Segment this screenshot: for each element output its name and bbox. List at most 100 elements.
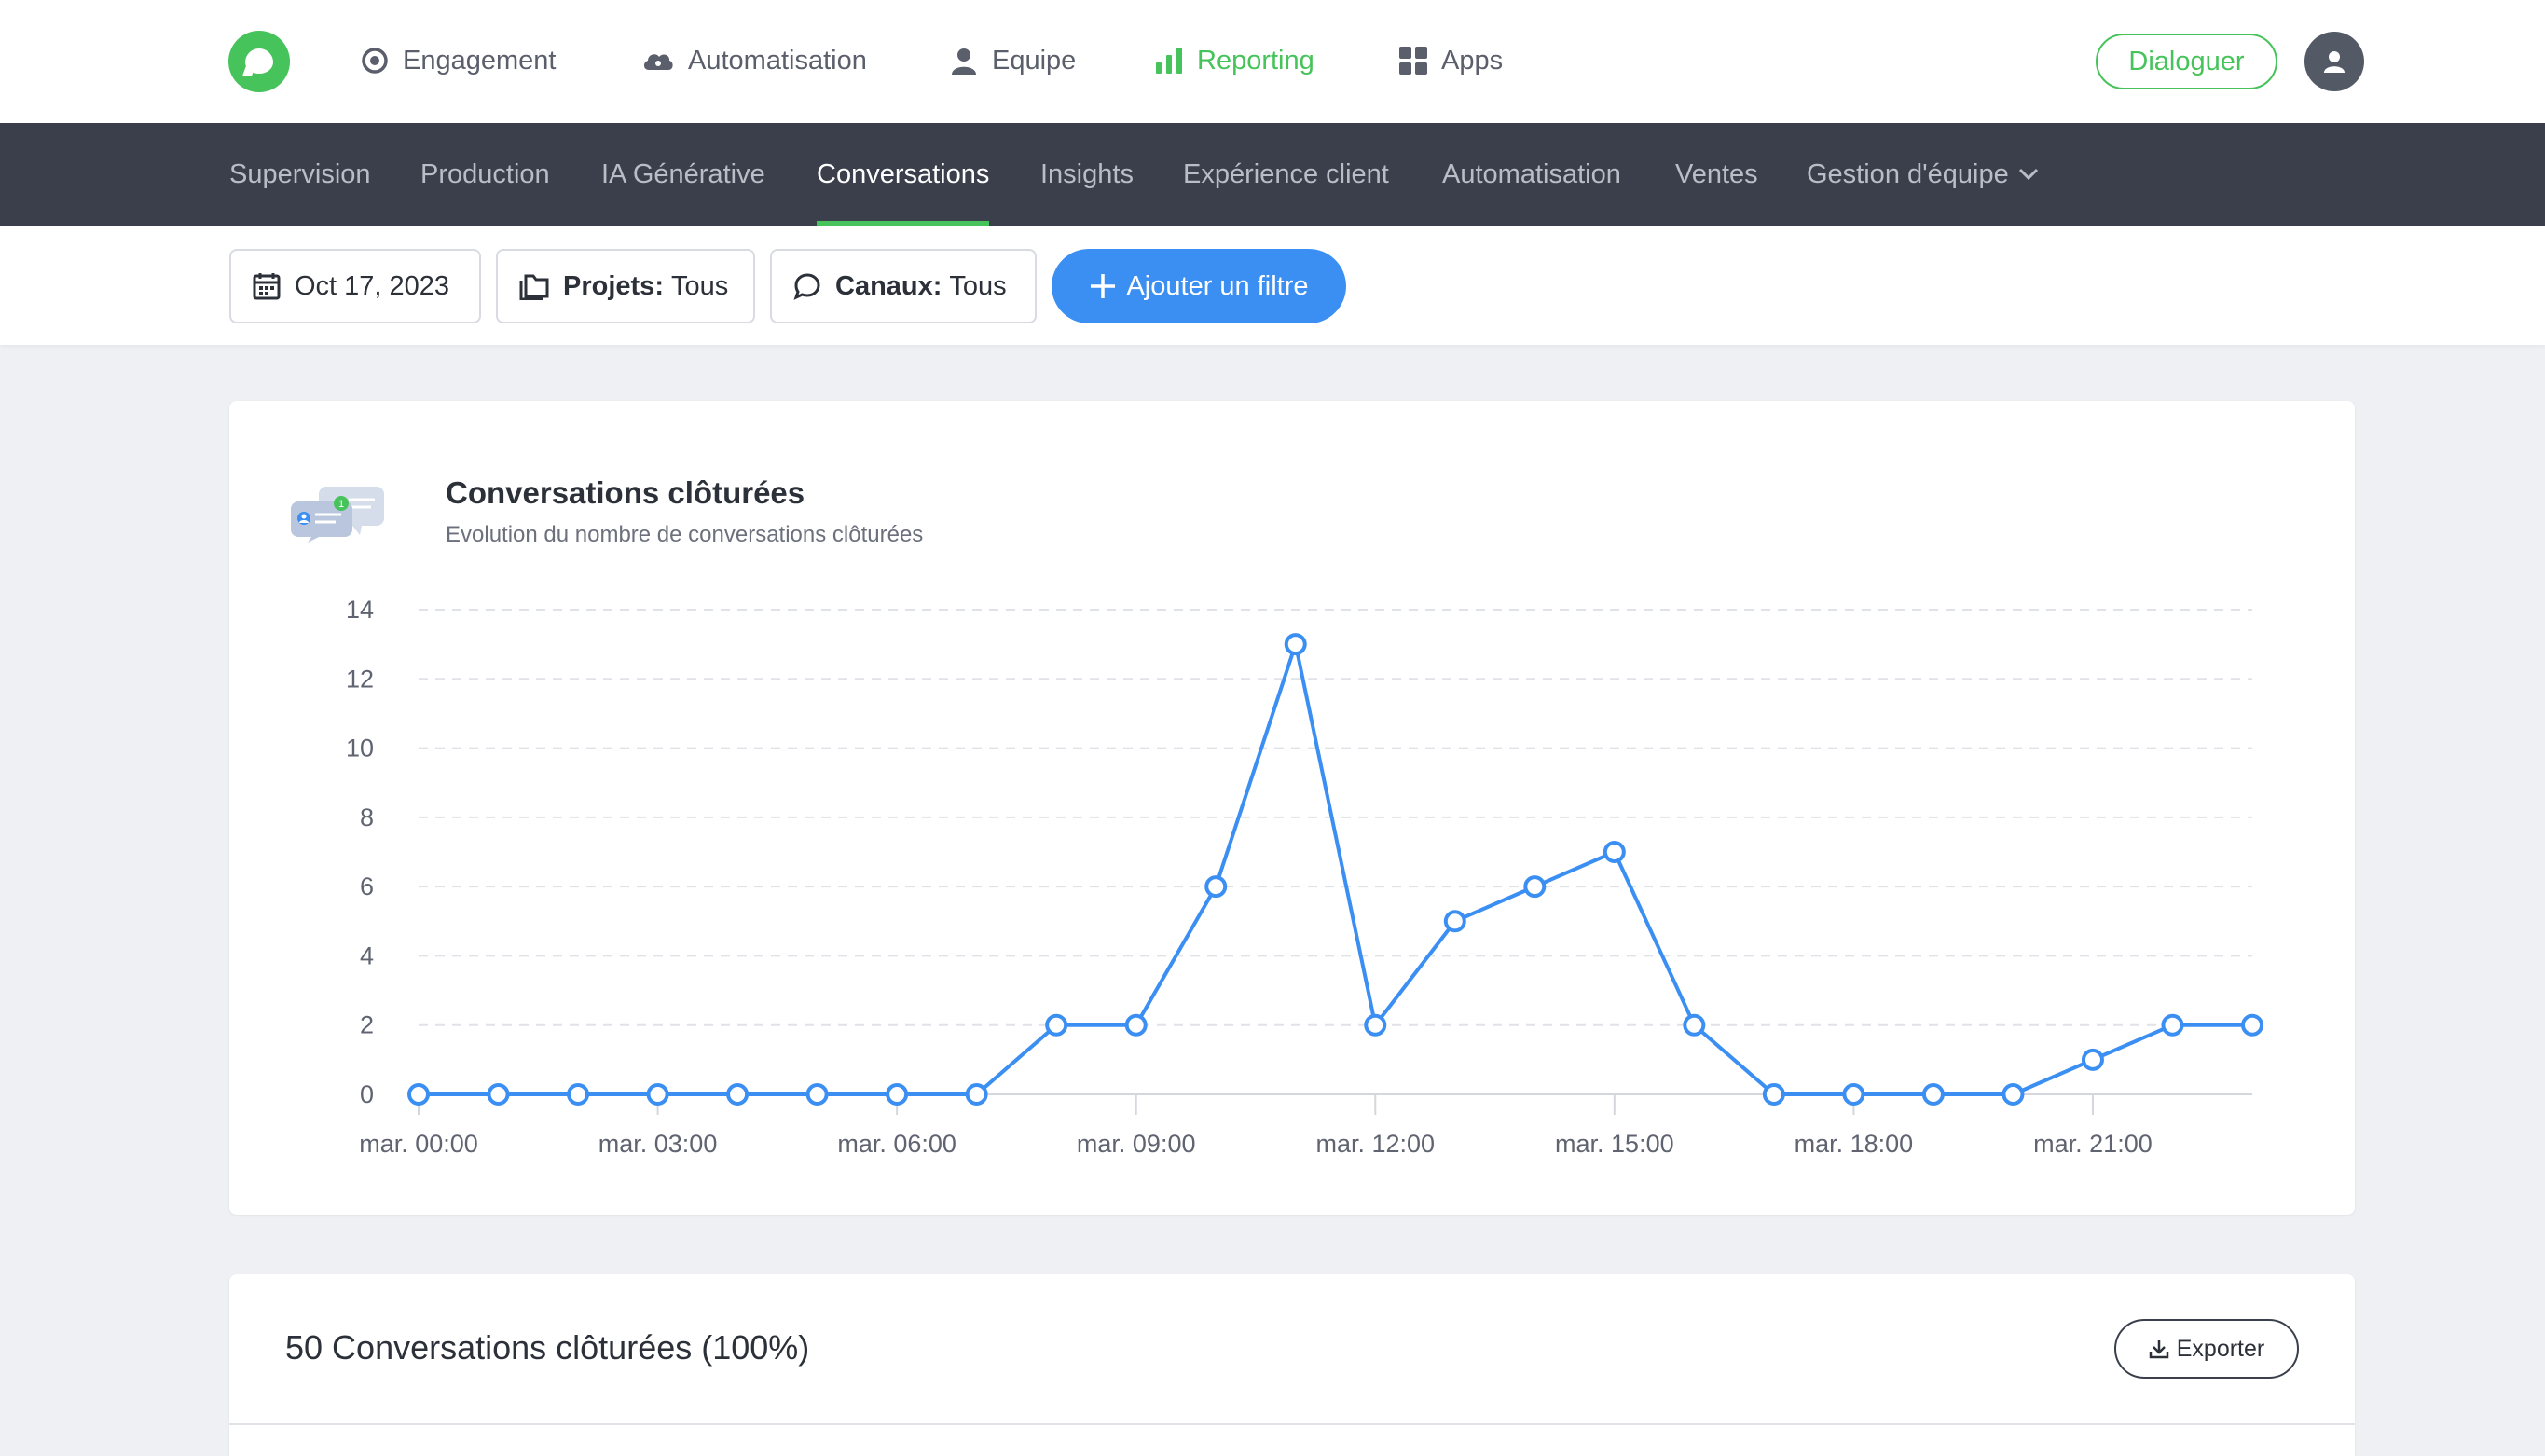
data-point: [726, 1083, 750, 1106]
subnav-gestion-equipe[interactable]: Gestion d'équipe: [1807, 123, 2039, 226]
grid-icon: [1398, 46, 1428, 76]
plus-icon: [1089, 272, 1117, 300]
chart-title: Conversations clôturées: [446, 475, 805, 510]
y-tick-label: 2: [360, 1011, 374, 1039]
reporting-sub-navigation: Supervision Production IA Générative Con…: [0, 123, 2545, 226]
data-point: [1762, 1083, 1785, 1106]
x-tick-label: mar. 12:00: [1315, 1130, 1435, 1158]
calendar-icon: [252, 271, 282, 301]
closed-conversations-table-card: 50 Conversations clôturées (100%) Export…: [229, 1274, 2355, 1456]
add-filter-label: Ajouter un filtre: [1126, 270, 1309, 301]
y-tick-label: 10: [346, 735, 374, 762]
data-point: [1364, 1013, 1387, 1037]
subnav-insights[interactable]: Insights: [1040, 123, 1134, 226]
chevron-down-icon: [2018, 168, 2039, 181]
subnav-supervision[interactable]: Supervision: [229, 123, 371, 226]
closed-conversations-chart-card: 1 Conversations clôturées Evolution du n…: [229, 401, 2355, 1215]
user-icon: [2320, 48, 2348, 76]
y-tick-label: 0: [360, 1080, 374, 1108]
data-point: [1523, 875, 1547, 899]
topnav-label: Reporting: [1197, 45, 1314, 76]
target-icon: [360, 46, 390, 76]
filter-bar: Oct 17, 2023 Projets: Tous Canaux: Tous …: [0, 226, 2545, 345]
data-point: [805, 1083, 829, 1106]
subnav-label: Ventes: [1675, 158, 1758, 189]
chart-subtitle: Evolution du nombre de conversations clô…: [446, 522, 924, 547]
data-point: [1842, 1083, 1865, 1106]
date-filter-value: Oct 17, 2023: [295, 270, 450, 301]
x-tick-label: mar. 06:00: [837, 1130, 956, 1158]
subnav-automatisation[interactable]: Automatisation: [1442, 123, 1621, 226]
subnav-conversations[interactable]: Conversations: [817, 123, 990, 226]
download-icon: [2149, 1339, 2169, 1359]
x-tick-label: mar. 00:00: [359, 1130, 478, 1158]
topnav-label: Engagement: [403, 45, 557, 76]
projects-filter-value: Tous: [670, 270, 729, 301]
top-navigation-bar: Engagement Automatisation Equipe Reporti…: [0, 0, 2545, 123]
data-point: [487, 1083, 510, 1106]
person-icon: [949, 46, 979, 76]
conversations-illustration-icon: 1: [287, 481, 390, 547]
x-tick-label: mar. 15:00: [1555, 1130, 1674, 1158]
topnav-automatisation[interactable]: Automatisation: [641, 35, 867, 86]
data-point: [2081, 1048, 2104, 1071]
topnav-label: Equipe: [992, 45, 1077, 76]
table-header-divider: [229, 1423, 2355, 1425]
subnav-label: Conversations: [817, 158, 990, 189]
subnav-ventes[interactable]: Ventes: [1675, 123, 1758, 226]
y-tick-label: 14: [346, 596, 374, 624]
data-point: [1443, 910, 1466, 933]
subnav-label: Expérience client: [1183, 158, 1389, 189]
line-chart[interactable]: 0 2 4 6 8 10 12 14 mar. 00:00 mar. 03:00 mar. 06:0…: [229, 401, 2355, 1215]
bar-chart-icon: [1154, 46, 1184, 76]
y-tick-label: 6: [360, 872, 374, 900]
subnav-label: Automatisation: [1442, 158, 1621, 189]
topnav-reporting[interactable]: Reporting: [1154, 35, 1314, 86]
topnav-engagement[interactable]: Engagement: [360, 35, 556, 86]
subnav-label: Insights: [1040, 158, 1134, 189]
channels-filter-button[interactable]: Canaux: Tous: [770, 249, 1037, 323]
data-point: [2002, 1083, 2025, 1106]
dialoguer-button[interactable]: Dialoguer: [2096, 34, 2277, 89]
data-point: [407, 1083, 430, 1106]
export-button[interactable]: Exporter: [2114, 1319, 2299, 1379]
data-point: [1921, 1083, 1945, 1106]
data-point: [2161, 1013, 2184, 1037]
table-title: 50 Conversations clôturées (100%): [285, 1328, 810, 1367]
export-label: Exporter: [2176, 1335, 2265, 1362]
data-point: [1204, 875, 1228, 899]
data-point: [1683, 1013, 1706, 1037]
y-tick-label: 8: [360, 804, 374, 831]
subnav-label: Supervision: [229, 158, 371, 189]
data-point: [1284, 633, 1307, 656]
data-point: [1124, 1013, 1148, 1037]
y-tick-label: 12: [346, 665, 374, 693]
svg-text:1: 1: [338, 499, 344, 510]
x-tick-label: mar. 03:00: [598, 1130, 718, 1158]
x-tick-label: mar. 09:00: [1077, 1130, 1196, 1158]
topnav-label: Automatisation: [688, 45, 867, 76]
projects-filter-button[interactable]: Projets: Tous: [496, 249, 755, 323]
data-point: [646, 1083, 669, 1106]
topnav-equipe[interactable]: Equipe: [949, 35, 1076, 86]
app-logo[interactable]: [228, 31, 290, 92]
x-tick-label: mar. 21:00: [2033, 1130, 2153, 1158]
data-point: [1045, 1013, 1068, 1037]
subnav-ia-generative[interactable]: IA Générative: [601, 123, 765, 226]
channels-filter-value: Tous: [949, 270, 1007, 301]
subnav-experience-client[interactable]: Expérience client: [1183, 123, 1389, 226]
date-filter-button[interactable]: Oct 17, 2023: [229, 249, 481, 323]
channels-filter-key: Canaux:: [835, 270, 942, 301]
data-point: [567, 1083, 590, 1106]
cloud-icon: [641, 48, 675, 74]
data-point: [965, 1083, 988, 1106]
topnav-apps[interactable]: Apps: [1398, 35, 1503, 86]
user-avatar[interactable]: [2304, 32, 2364, 91]
y-tick-label: 4: [360, 941, 374, 969]
topnav-label: Apps: [1441, 45, 1504, 76]
chat-bubble-icon: [792, 271, 822, 301]
data-point: [1603, 841, 1626, 863]
subnav-production[interactable]: Production: [420, 123, 550, 226]
subnav-label: Gestion d'équipe: [1807, 158, 2009, 189]
add-filter-button[interactable]: Ajouter un filtre: [1052, 249, 1346, 323]
